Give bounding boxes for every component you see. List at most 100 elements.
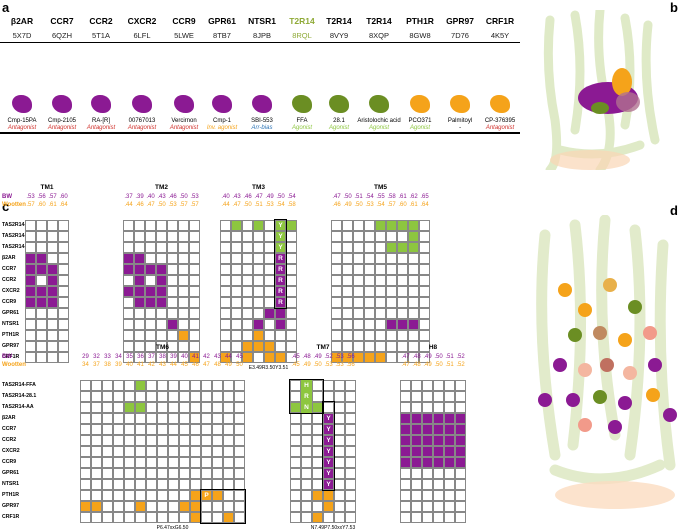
grid-cell [364, 330, 375, 341]
grid-cell [135, 490, 146, 501]
pdb-code: 8GW8 [409, 31, 431, 40]
grid-cell [422, 413, 433, 424]
interaction-grid-top: BW Wootten TAS2R14-FFA TAS2R14-28.1 TAS2R14-… [0, 184, 520, 371]
grid-cell [167, 330, 178, 341]
grid-cell [113, 479, 124, 490]
ligand-role: Agonist [328, 125, 349, 131]
motif-letter: Y [278, 233, 283, 240]
grid-cell [234, 501, 245, 512]
grid-cell [36, 264, 47, 275]
bw-number: .60 [59, 194, 68, 200]
grid-cell [168, 402, 179, 413]
grid-cell [113, 380, 124, 391]
grid-cell [167, 308, 178, 319]
ligand-name: 00767013 [128, 118, 156, 124]
grid-cell [189, 264, 200, 275]
grid-cell [419, 264, 430, 275]
bw-number: 34 [115, 354, 122, 360]
ligand-role: Antagonist [169, 125, 199, 131]
grid-cell [242, 231, 253, 242]
grid-cell [433, 468, 444, 479]
grid-cell [275, 275, 286, 286]
grid-cell [455, 468, 466, 479]
grid-cell [179, 391, 190, 402]
grid-cell [80, 446, 91, 457]
grid-cell [334, 446, 345, 457]
grid-cell [231, 264, 242, 275]
grid-cell [212, 446, 223, 457]
grid-cell [146, 457, 157, 468]
grid-cell [242, 264, 253, 275]
motif-letter: R [278, 299, 283, 306]
grid-cell [408, 341, 419, 352]
grid-cell [286, 242, 297, 253]
grid-cell [25, 297, 36, 308]
grid-cell [275, 286, 286, 297]
bw-number: .51 [354, 194, 363, 200]
row-label: CCR9 [2, 299, 17, 305]
grid-cell [234, 413, 245, 424]
grid-cell [190, 435, 201, 446]
motif-letter: R [278, 277, 283, 284]
grid-cell [47, 253, 58, 264]
bw-number: .43 [157, 194, 166, 200]
row-label: NTSR1 [2, 321, 20, 327]
grid-cell [124, 391, 135, 402]
pdb-code: 5LWE [174, 31, 194, 40]
grid-cell [253, 286, 264, 297]
grid-cell [58, 330, 69, 341]
grid-cell [353, 231, 364, 242]
grid-cell [47, 264, 58, 275]
grid-cell [179, 468, 190, 479]
grid-cell [220, 242, 231, 253]
receptor-name: CCR7 [50, 16, 74, 26]
ligand-shape [52, 95, 72, 113]
motif-letter: R [278, 255, 283, 262]
grid-cell [36, 308, 47, 319]
grid-cell [36, 319, 47, 330]
grid-cell [264, 352, 275, 363]
grid-cell [375, 330, 386, 341]
grid-cell [189, 341, 200, 352]
wootten-number: .49 [343, 202, 352, 208]
grid-cell [301, 468, 312, 479]
grid-cell [201, 402, 212, 413]
grid-cell [47, 231, 58, 242]
grid-cell [124, 380, 135, 391]
grid-cell [331, 253, 342, 264]
grid-cell [201, 435, 212, 446]
grid-cell [212, 380, 223, 391]
grid-cell [168, 391, 179, 402]
grid-cell [134, 319, 145, 330]
grid-cell [419, 319, 430, 330]
grid-cell [242, 308, 253, 319]
grid-cell [331, 319, 342, 330]
grid-cell [25, 231, 36, 242]
grid-cell [342, 308, 353, 319]
grid-cell [375, 286, 386, 297]
grid-cell [386, 220, 397, 231]
grid-cell [386, 352, 397, 363]
ligand-shape [91, 95, 111, 113]
grid-cell [345, 424, 356, 435]
grid-cell [212, 501, 223, 512]
bw-number: 43 [214, 354, 221, 360]
grid-cell [353, 220, 364, 231]
grid-cell [179, 490, 190, 501]
pdb-code: 8JPB [253, 31, 271, 40]
grid-cell [408, 264, 419, 275]
grid-cell [134, 297, 145, 308]
ligand-shape [292, 95, 312, 113]
grid-cell [167, 286, 178, 297]
grid-cell [157, 380, 168, 391]
grid-cell [286, 253, 297, 264]
grid-cell [223, 402, 234, 413]
grid-cell [275, 341, 286, 352]
wootten-number: .49 [423, 362, 432, 368]
ligand-shape [450, 95, 470, 113]
grid-cell [234, 424, 245, 435]
grid-cell [220, 352, 231, 363]
wootten-number: .64 [420, 202, 429, 208]
wootten-number: .51 [445, 362, 454, 368]
grid-cell [375, 319, 386, 330]
